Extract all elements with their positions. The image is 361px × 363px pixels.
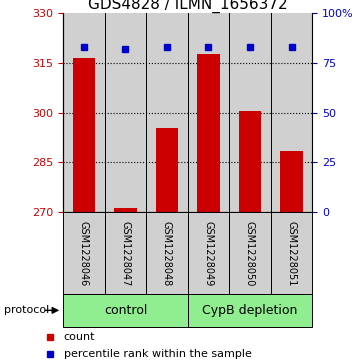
Text: control: control (104, 304, 147, 317)
Bar (188, 212, 229, 294)
Bar (63, 13, 105, 212)
Bar (156, 127, 178, 212)
Bar (239, 111, 261, 212)
Text: GSM1228050: GSM1228050 (245, 220, 255, 286)
Text: GSM1228046: GSM1228046 (79, 221, 89, 286)
Text: percentile rank within the sample: percentile rank within the sample (64, 349, 252, 359)
Bar (105, 13, 146, 212)
Bar (63, 294, 188, 327)
Bar (146, 212, 188, 294)
Bar (105, 212, 146, 294)
Bar (188, 13, 229, 212)
Bar (146, 13, 188, 212)
Bar (73, 58, 95, 212)
Text: GSM1228051: GSM1228051 (287, 220, 296, 286)
Bar (271, 13, 312, 212)
Bar (114, 208, 137, 212)
Text: GSM1228048: GSM1228048 (162, 221, 172, 286)
Text: count: count (64, 332, 95, 342)
Bar (63, 212, 105, 294)
Bar (280, 151, 303, 212)
Text: CypB depletion: CypB depletion (202, 304, 298, 317)
Title: GDS4828 / ILMN_1656372: GDS4828 / ILMN_1656372 (88, 0, 287, 13)
Bar (229, 212, 271, 294)
Text: protocol: protocol (4, 305, 49, 315)
Bar (197, 54, 220, 212)
Bar (271, 212, 312, 294)
Text: GSM1228047: GSM1228047 (121, 220, 130, 286)
Bar (188, 294, 312, 327)
Bar (229, 13, 271, 212)
Text: GSM1228049: GSM1228049 (204, 221, 213, 286)
